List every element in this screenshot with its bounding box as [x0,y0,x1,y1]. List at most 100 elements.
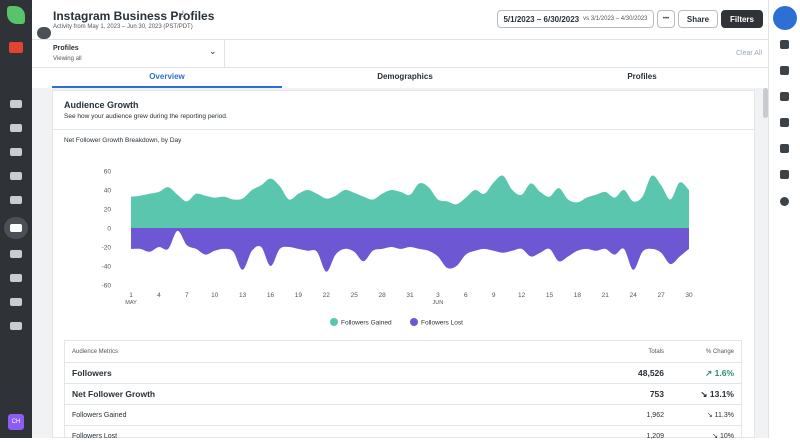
profiles-label: Profiles [53,45,79,52]
more-button[interactable]: ••• [657,10,675,28]
x-tick-label: 25 [351,292,359,299]
x-tick-label: 6 [464,292,468,299]
legend-label: Followers Lost [421,320,463,327]
divider [52,129,755,130]
table-cell: 1,962 [646,411,664,419]
nav-icon[interactable] [10,274,22,282]
collapse-toggle[interactable] [37,27,51,39]
table-row: Followers Lost 1,209 ↘ 10% [64,425,742,446]
table-row: Net Follower Growth 753 ↘ 13.1% [64,383,742,404]
profiles-bar [32,39,770,68]
compare-range: vs 3/1/2023 – 4/30/2023 [583,16,648,22]
header-cell: % Change [705,349,734,355]
x-tick-label: 7 [185,292,189,299]
y-tick-label: -60 [102,283,112,290]
nav-icon[interactable] [10,322,22,330]
x-tick-label: 27 [657,292,665,299]
month-label: MAY [125,300,137,306]
table-cell: ↘ 10% [712,433,734,440]
clear-all[interactable]: Clear All [736,50,763,57]
page-title: Instagram Business Profiles [53,9,215,23]
y-tick-label: -20 [102,245,112,252]
nav-icon[interactable] [10,196,22,204]
rail-icon[interactable] [780,92,789,101]
filters-button[interactable]: Filters [721,10,763,28]
x-tick-label: 10 [211,292,219,299]
x-tick-label: 19 [295,292,303,299]
y-tick-label: 0 [107,226,111,233]
divider [224,40,225,67]
nav-icon[interactable] [10,124,22,132]
area [131,175,689,228]
tab[interactable]: Overview [52,68,282,88]
profiles-value: Viewing all [53,56,82,62]
rail-icon[interactable] [780,197,789,206]
chart-title: Net Follower Growth Breakdown, by Day [64,137,182,144]
nav-icon[interactable] [10,100,22,108]
page-subtitle: Activity from May 1, 2023 – Jun 30, 2023… [53,24,193,30]
x-tick-label: 9 [492,292,496,299]
table-cell: Net Follower Growth [72,389,156,399]
x-tick-label: 3 [436,292,440,299]
share-button[interactable]: Share [678,10,718,28]
x-tick-label: 18 [574,292,582,299]
table-row: Followers 48,526 ↗ 1.6% [64,362,742,383]
x-tick-label: 21 [602,292,610,299]
rail-icon[interactable] [780,144,789,153]
y-tick-label: 60 [104,169,112,176]
table-cell: Followers Gained [72,411,127,419]
scrollbar[interactable] [763,88,768,118]
y-tick-label: 20 [104,207,112,214]
nav-icon[interactable] [10,298,22,306]
tab[interactable]: Demographics [377,72,433,81]
table-cell: Followers [72,368,112,378]
table-header: Audience Metrics Totals % Change [64,342,742,362]
y-tick-label: -40 [102,264,112,271]
table-cell: 753 [649,389,664,399]
tab[interactable]: Profiles [627,72,657,81]
x-tick-label: 22 [323,292,331,299]
x-tick-label: 12 [518,292,526,299]
table-row: Followers Gained 1,962 ↘ 11.3% [64,404,742,425]
legend-swatch [330,318,338,326]
header-cell: Audience Metrics [72,349,119,355]
nav-icon[interactable] [10,172,22,180]
y-tick-label: 40 [104,188,112,195]
rail-icon[interactable] [780,118,789,127]
date-picker[interactable]: 5/1/2023 – 6/30/2023 vs 3/1/2023 – 4/30/… [497,10,654,28]
compose-button[interactable] [773,6,797,30]
header-cell: Totals [648,349,664,355]
nav-icon[interactable] [10,250,22,258]
section-description: See how your audience grew during the re… [64,113,228,120]
legend-swatch [410,318,418,326]
right-rail [768,0,800,438]
rail-icon[interactable] [780,40,789,49]
profiles-dropdown[interactable]: ⌄ [209,46,217,56]
x-tick-label: 24 [630,292,638,299]
card [52,90,755,438]
x-tick-label: 30 [685,292,693,299]
date-range: 5/1/2023 – 6/30/2023 [503,14,580,24]
x-tick-label: 31 [406,292,414,299]
inbox-icon[interactable] [9,42,23,53]
legend-label: Followers Gained [341,320,392,327]
x-tick-label: 28 [378,292,386,299]
area [131,228,689,272]
x-tick-label: 15 [546,292,554,299]
x-tick-label: 1 [129,292,133,299]
table-cell: ↘ 11.3% [706,412,734,419]
logo[interactable] [7,6,25,24]
nav-icon[interactable] [10,224,22,232]
table-cell: 1,209 [646,432,664,440]
avatar[interactable]: CH [8,414,24,430]
favorite-star[interactable]: ☆ [178,9,188,21]
x-tick-label: 13 [239,292,247,299]
x-tick-label: 16 [267,292,275,299]
table-cell: Followers Lost [72,432,118,440]
rail-icon[interactable] [780,170,789,179]
nav-icon[interactable] [10,148,22,156]
sidebar: CH [0,0,32,438]
rail-icon[interactable] [780,66,789,75]
